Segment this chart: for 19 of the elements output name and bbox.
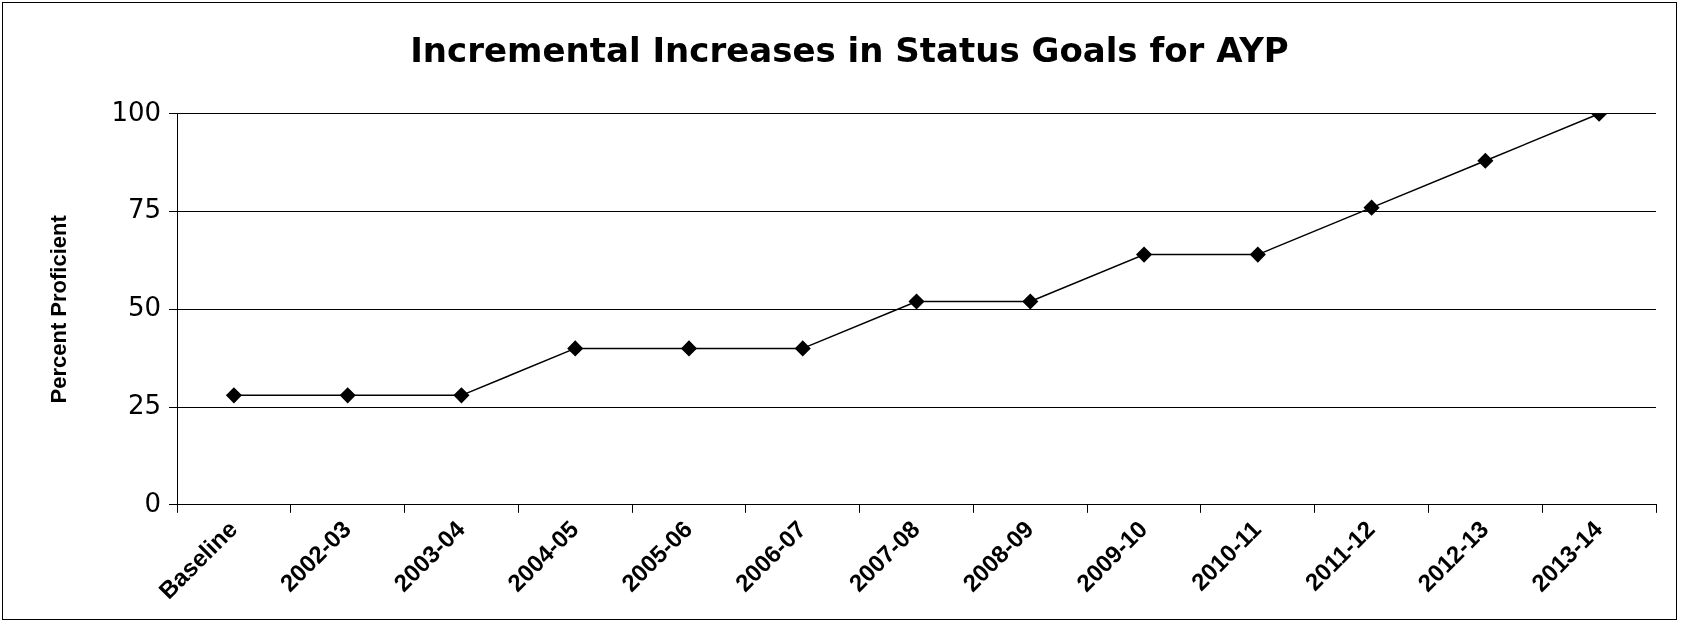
point <box>1250 246 1266 263</box>
point <box>339 387 356 404</box>
point <box>567 340 583 357</box>
y-tick-label: 100 <box>111 96 162 127</box>
point <box>226 387 242 404</box>
y-tick-label: 25 <box>127 389 162 420</box>
point <box>453 387 470 404</box>
point <box>1136 246 1152 263</box>
point <box>1477 152 1494 169</box>
y-tick-label: 75 <box>127 194 162 225</box>
chart-title: Incremental Increases in Status Goals for AYP <box>410 30 1289 71</box>
y-axis-title: Percent Proficient <box>46 214 72 404</box>
y-tick-label: 0 <box>144 487 162 518</box>
y-tick-label: 50 <box>127 292 162 323</box>
point <box>795 340 811 357</box>
point <box>1363 199 1380 216</box>
point <box>1022 293 1039 310</box>
point <box>681 340 697 357</box>
point <box>908 293 925 310</box>
